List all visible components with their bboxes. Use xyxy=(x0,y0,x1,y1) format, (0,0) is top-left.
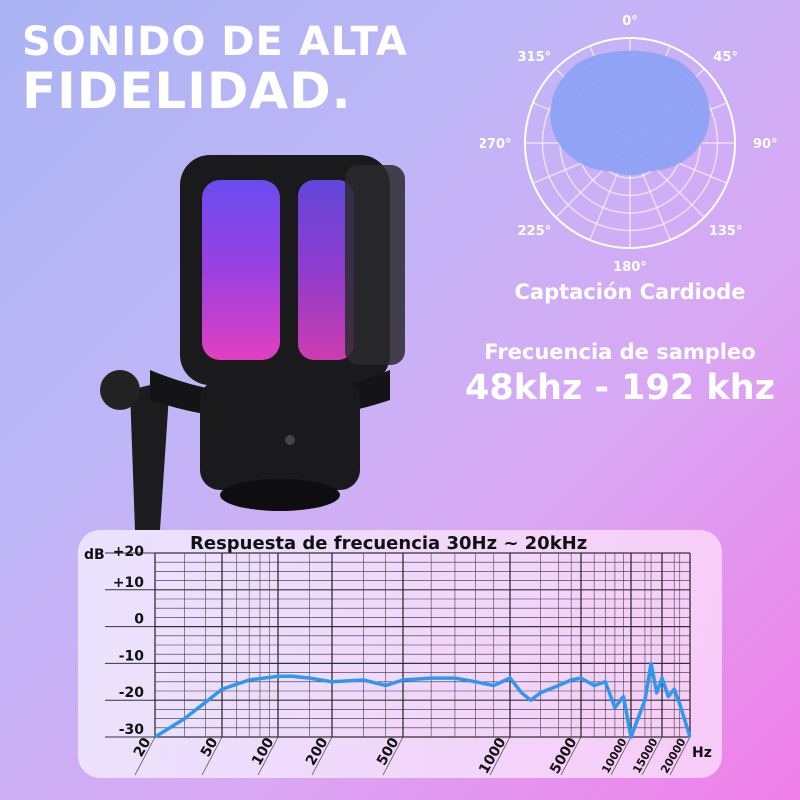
y-tick-label: -10 xyxy=(119,648,145,664)
polar-angle-label: 315° xyxy=(518,50,552,65)
polar-caption: Captación Cardiode xyxy=(514,280,746,304)
polar-pattern-diagram: 0° 45° 90° 135° 180° 225° 270° 315° xyxy=(480,14,778,275)
polar-angle-label: 0° xyxy=(622,14,638,29)
x-tick-label: 100 xyxy=(249,735,278,769)
y-tick-label: +20 xyxy=(113,544,144,560)
y-axis-label: dB xyxy=(84,547,105,563)
x-tick-label: 20000 xyxy=(658,736,689,776)
x-tick-label: 15000 xyxy=(630,736,661,776)
x-tick-label: 50 xyxy=(198,735,222,760)
x-tick-leader xyxy=(201,736,223,776)
microphone-image xyxy=(100,155,405,530)
x-tick-label: 20 xyxy=(131,735,155,760)
x-tick-label: 200 xyxy=(303,735,332,769)
polar-cardioid-fill xyxy=(550,50,710,176)
sampling-value: 48khz - 192 khz xyxy=(465,368,775,408)
x-axis-label: Hz xyxy=(692,745,712,761)
x-tick-leader xyxy=(560,736,582,776)
y-tick-label: 0 xyxy=(134,612,144,628)
y-tick-label: -20 xyxy=(119,685,145,701)
polar-angle-label: 225° xyxy=(518,224,552,239)
y-tick-label: +10 xyxy=(113,575,144,591)
polar-angle-label: 45° xyxy=(713,50,738,65)
x-tick-leader xyxy=(257,736,279,776)
x-tick-label: 5000 xyxy=(547,735,580,777)
headline-line1: SONIDO DE ALTA xyxy=(22,19,408,65)
x-tick-leader xyxy=(669,736,691,776)
polar-angle-label: 180° xyxy=(613,260,647,275)
polar-angle-label: 135° xyxy=(709,224,743,239)
x-tick-label: 1000 xyxy=(476,735,509,777)
sampling-label: Frecuencia de sampleo xyxy=(484,340,756,364)
chart-title: Respuesta de frecuencia 30Hz ~ 20kHz xyxy=(190,533,588,554)
x-tick-leader xyxy=(489,736,511,776)
y-tick-label: -30 xyxy=(119,722,145,738)
x-tick-leader xyxy=(382,736,404,776)
polar-angle-label: 90° xyxy=(753,137,778,152)
x-tick-leader xyxy=(311,736,333,776)
x-tick-leader xyxy=(134,736,156,776)
frequency-response-curve xyxy=(154,661,692,739)
x-tick-leader xyxy=(641,736,663,776)
headline: SONIDO DE ALTA FIDELIDAD. xyxy=(22,22,408,116)
x-tick-label: 10000 xyxy=(599,736,630,776)
polar-angle-label: 270° xyxy=(480,137,512,152)
headline-line2: FIDELIDAD. xyxy=(22,62,352,120)
x-tick-label: 500 xyxy=(374,735,403,769)
x-tick-leader xyxy=(610,736,632,776)
